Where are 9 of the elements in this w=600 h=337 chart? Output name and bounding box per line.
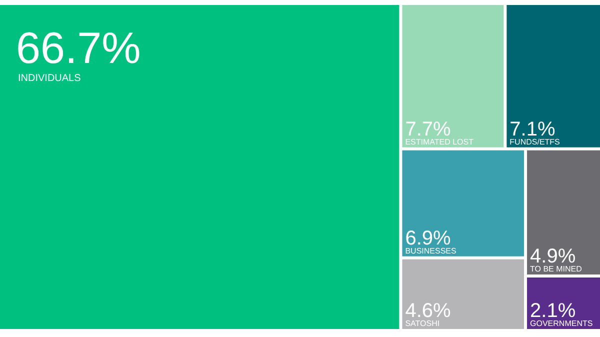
category-label: FUNDS/ETFS [510, 137, 560, 146]
category-label: GOVERNMENTS [530, 319, 593, 328]
data-label: 4.6% [405, 300, 452, 322]
category-label: TO BE MINED [530, 264, 582, 274]
category-label: BUSINESSES [405, 246, 456, 256]
category-label: SATOSHI [405, 319, 440, 328]
data-label: 66.7% [16, 24, 141, 73]
data-label: 4.9% [530, 246, 576, 268]
category-label: INDIVIDUALS [18, 73, 82, 84]
